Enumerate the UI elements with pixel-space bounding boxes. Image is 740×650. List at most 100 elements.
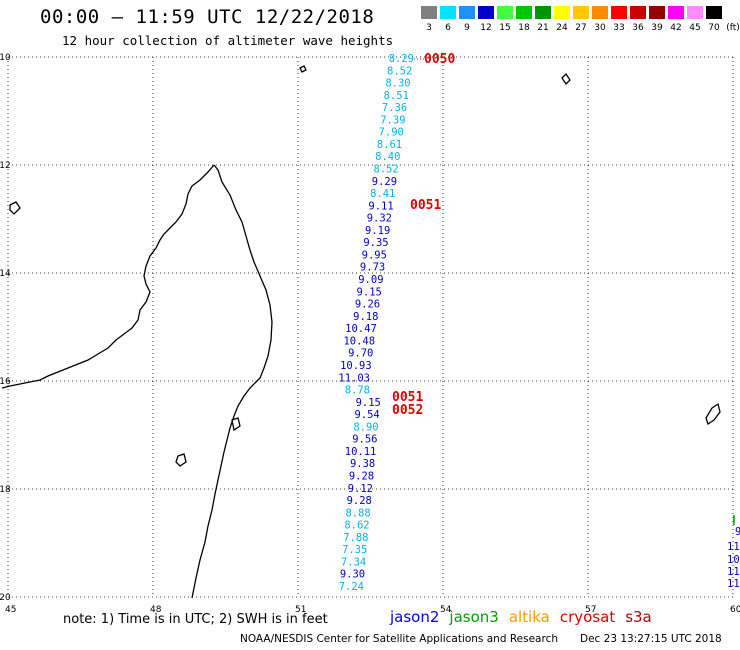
island-north	[561, 72, 571, 86]
legend-swatch-45	[687, 6, 703, 19]
wave-value: 7.34	[341, 556, 366, 568]
madagascar-north-coast	[191, 164, 273, 599]
wave-value: 9.26	[355, 299, 380, 311]
edge-wave-value: 9	[735, 526, 740, 538]
wave-value: 8.52	[387, 65, 412, 77]
wave-value: 10.47	[345, 323, 377, 335]
wave-value: 9.19	[365, 225, 390, 237]
legend-swatch-30	[592, 6, 608, 19]
wave-value: 9.73	[360, 262, 385, 274]
lat-tick--12: -12	[0, 161, 11, 171]
legend-swatch-42	[668, 6, 684, 19]
lat-tick--16: -16	[0, 377, 11, 387]
credit-line: NOAA/NESDIS Center for Satellite Applica…	[240, 633, 558, 645]
wave-value: 10.93	[340, 360, 372, 372]
wave-value: 9.28	[347, 495, 372, 507]
island-south-west	[175, 453, 187, 467]
legend-swatch-70	[706, 6, 722, 19]
wave-value: 9.54	[354, 409, 379, 421]
legend-label-21: 21	[537, 23, 549, 33]
lon-tick-45: 45	[5, 605, 16, 615]
legend-label-27: 27	[575, 23, 587, 33]
legend-label-12: 12	[480, 23, 492, 33]
legend-swatch-24	[554, 6, 570, 19]
wave-value: 9.09	[358, 274, 383, 286]
legend-swatch-12	[478, 6, 494, 19]
edge-wave-value: 11.0	[727, 578, 740, 590]
legend-label-15: 15	[499, 23, 511, 33]
wave-value: 9.15	[356, 397, 381, 409]
satellite-legend: jason2 jason3 altika cryosat s3a	[390, 608, 662, 626]
satellite-jason3: jason3	[449, 608, 499, 626]
legend-label-30: 30	[594, 23, 606, 33]
legend-swatch-27	[573, 6, 589, 19]
lat-tick--20: -20	[0, 593, 11, 603]
map-subtitle: 12 hour collection of altimeter wave hei…	[62, 33, 394, 48]
edge-wave-value: 11	[727, 541, 740, 553]
legend-label-45: 45	[689, 23, 701, 33]
legend-label-39: 39	[651, 23, 663, 33]
legend-label-18: 18	[518, 23, 530, 33]
wave-value: 7.90	[379, 127, 404, 139]
wave-value: 9.15	[357, 286, 382, 298]
time-label-0050: 0050	[424, 52, 455, 67]
edge-wave-value: 10.	[727, 554, 740, 566]
legend-label-9: 9	[464, 23, 470, 33]
wave-value: 9.38	[350, 458, 375, 470]
legend-unit: (ft)	[726, 23, 740, 33]
time-label-0052: 0052	[392, 403, 423, 418]
lat-tick--14: -14	[0, 269, 11, 279]
legend-swatch-6	[440, 6, 456, 19]
wave-value: 7.35	[342, 544, 367, 556]
wave-value: 9.30	[340, 569, 365, 581]
wave-value: 10.11	[345, 446, 377, 458]
legend-label-70: 70	[708, 23, 720, 33]
island-south-west-b	[231, 417, 241, 432]
wave-value: 9.95	[362, 249, 387, 261]
wave-value: 8.40	[375, 151, 400, 163]
wave-value: 8.88	[345, 507, 370, 519]
island-east	[705, 402, 721, 426]
wave-value: 9.28	[349, 470, 374, 482]
legend-label-33: 33	[613, 23, 625, 33]
wave-value: 7.39	[380, 114, 405, 126]
wave-value: 8.78	[345, 385, 370, 397]
lon-tick-54: 54	[440, 605, 452, 615]
legend-swatch-33	[611, 6, 627, 19]
legend-swatch-3	[421, 6, 437, 19]
generated-timestamp: Dec 23 13:27:15 UTC 2018	[580, 633, 722, 645]
satellite-jason2: jason2	[390, 608, 440, 626]
footer-note: note: 1) Time is in UTC; 2) SWH is in fe…	[63, 612, 328, 627]
legend-label-42: 42	[670, 23, 682, 33]
legend-label-3: 3	[426, 23, 432, 33]
wave-value: 10.48	[343, 335, 375, 347]
wave-value: 7.36	[382, 102, 407, 114]
wave-value: 9.35	[363, 237, 388, 249]
wave-value: 8.62	[344, 520, 369, 532]
satellite-s3a: s3a	[625, 608, 652, 626]
madagascar-west-coast	[1, 164, 215, 389]
map-title: 00:00 – 11:59 UTC 12/22/2018	[40, 6, 375, 28]
island-nosy	[9, 201, 21, 215]
lat-tick--10: -10	[0, 53, 11, 63]
wave-value: 8.52	[373, 164, 398, 176]
wave-value: 7.88	[343, 532, 368, 544]
wave-value: 9.11	[368, 200, 393, 212]
wave-value: 8.29	[389, 53, 414, 65]
legend-label-6: 6	[445, 23, 451, 33]
time-label-0051: 0051	[392, 390, 423, 405]
legend-swatch-9	[459, 6, 475, 19]
axis-ticks: 45 48 51 54 57 60 -10 -12 -14 -16 -18 -20	[0, 53, 740, 615]
satellite-cryosat: cryosat	[559, 608, 616, 626]
altimeter-track: 8.298.528.308.517.367.397.908.618.408.52…	[338, 53, 414, 593]
wave-value: 7.24	[339, 581, 364, 593]
wave-value: 9.29	[372, 176, 397, 188]
lat-lon-grid	[7, 56, 734, 598]
legend-swatch-36	[630, 6, 646, 19]
legend-swatch-21	[535, 6, 551, 19]
satellite-altika: altika	[508, 608, 550, 626]
lat-tick--18: -18	[0, 485, 11, 495]
lon-tick-60: 60	[730, 605, 740, 615]
